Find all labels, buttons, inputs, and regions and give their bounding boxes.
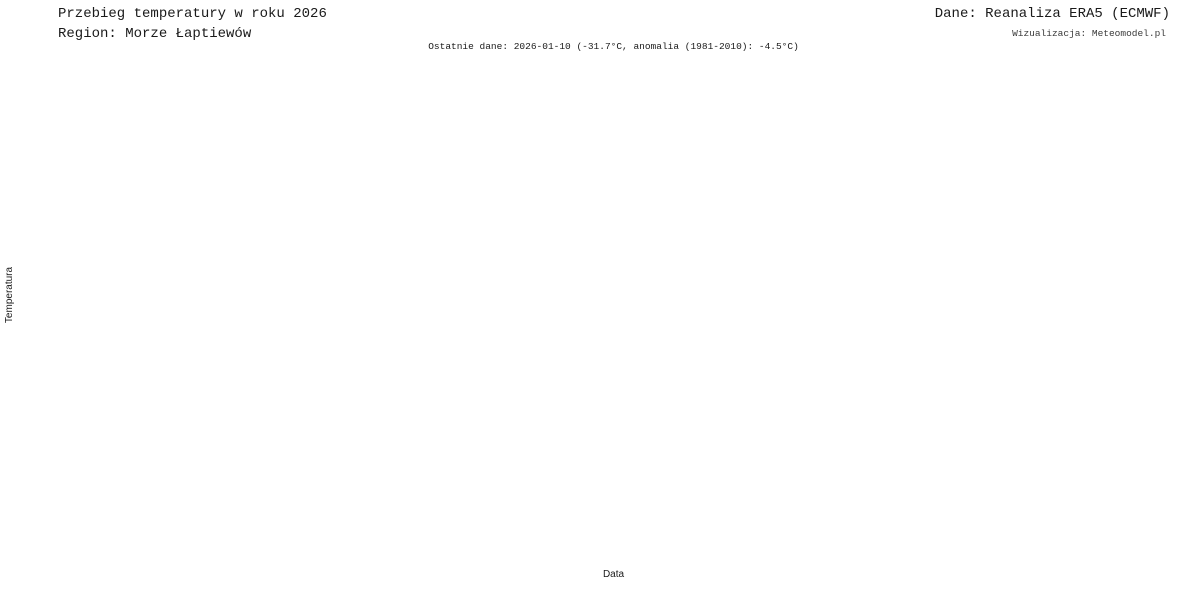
visualization-credit: Wizualizacja: Meteomodel.pl [1012,28,1166,39]
data-source-label: Dane: Reanaliza ERA5 (ECMWF) [934,6,1170,22]
latest-data-subtitle: Ostatnie dane: 2026-01-10 (-31.7°C, anom… [428,41,799,52]
page-title: Przebieg temperatury w roku 2026 [58,6,327,22]
x-axis-title: Data [602,569,625,580]
region-subtitle: Region: Morze Łaptiewów [58,26,252,42]
y-axis-title: Temperatura [4,266,15,324]
